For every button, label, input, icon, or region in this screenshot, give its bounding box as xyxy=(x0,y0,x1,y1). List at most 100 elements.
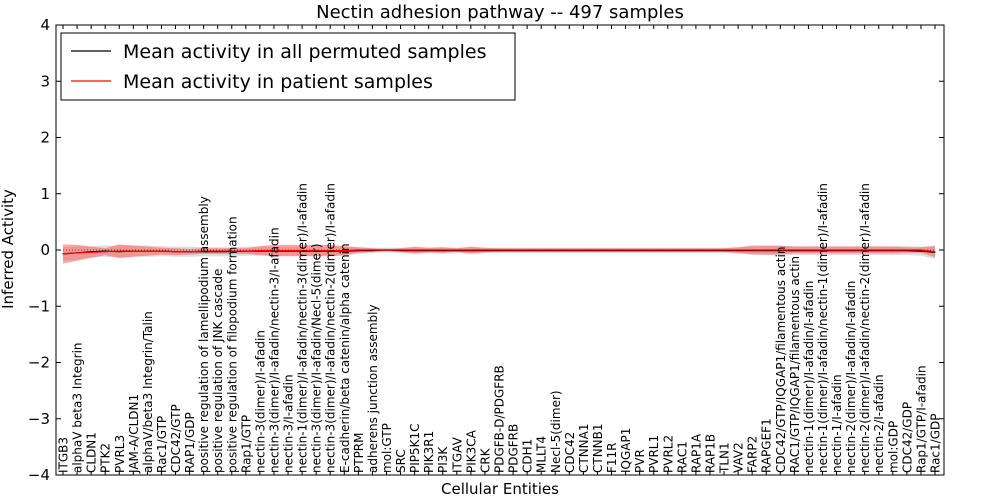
series-2-point xyxy=(625,249,627,251)
x-tick-label: nectin-3(dimer)/I-afadin/Necl-5(dimer) xyxy=(310,243,324,473)
x-tick-label: alphaV/beta3 Integrin/Talin xyxy=(141,311,155,473)
series-2-point xyxy=(287,250,289,252)
series-2-point xyxy=(681,249,683,251)
x-tick-label: E-cadherin/beta catenin/alpha catenin xyxy=(338,243,352,473)
x-tick-label: RAC1 xyxy=(675,441,689,473)
series-2-point xyxy=(667,249,669,251)
x-tick-label: JAM-A/CLDN1 xyxy=(127,394,141,474)
series-2-point xyxy=(385,249,388,251)
legend-label-2: Mean activity in patient samples xyxy=(123,71,433,93)
series-2-point xyxy=(484,249,486,251)
x-tick-label: ITGB3 xyxy=(57,437,71,473)
x-tick-label: Rap1/GTP xyxy=(239,415,253,473)
x-tick-label: Rac1/GTP xyxy=(155,416,169,473)
series-2-point xyxy=(273,250,275,252)
x-tick-label: nectin-1(dimer)/I-afadin/nectin-1(dimer)… xyxy=(816,183,830,473)
series-2-band xyxy=(63,244,935,264)
series-2-point xyxy=(203,250,205,252)
series-2-point xyxy=(653,249,655,251)
series-2-point xyxy=(920,249,922,251)
series-2-point xyxy=(146,250,148,252)
series-2-point xyxy=(526,249,528,251)
series-2-point xyxy=(751,249,753,251)
x-tick-label: PI3K xyxy=(436,446,450,473)
x-tick-label: CDC42/GTP/IQGAP1/filamentous actin xyxy=(774,247,788,473)
series-2-point xyxy=(512,249,514,251)
x-tick-label: RAP1B xyxy=(704,434,718,473)
series-2-point xyxy=(329,250,331,252)
series-2-point xyxy=(174,251,177,253)
series-2-point xyxy=(639,249,641,251)
series-2-point xyxy=(723,249,725,251)
series-2-point xyxy=(878,249,880,251)
x-tick-label: ITGAV xyxy=(450,436,464,473)
series-2-point xyxy=(245,250,247,252)
x-tick-label: PIK3CA xyxy=(464,429,478,473)
x-tick-label: Necl-5(dimer) xyxy=(549,390,563,473)
x-tick-label: PIP5K1C xyxy=(408,423,422,473)
series-2-point xyxy=(540,249,542,251)
series-2-point xyxy=(132,250,134,252)
series-2-point xyxy=(301,250,303,252)
legend-box xyxy=(60,32,516,101)
series-2-point xyxy=(90,251,92,253)
y-tick-label: 3 xyxy=(40,72,50,90)
x-tick-label: SRC xyxy=(394,449,408,473)
series-2-point xyxy=(442,249,444,251)
x-tick-label: positive regulation of filopodium format… xyxy=(225,216,239,473)
x-tick-label: nectin-2(dimer)/I-afadin/I-afadin xyxy=(844,281,858,473)
series-1-point xyxy=(920,250,922,252)
series-2-point xyxy=(864,249,866,251)
y-tick-label: −1 xyxy=(28,297,50,315)
series-2-point xyxy=(906,249,908,251)
x-tick-label: alphaV beta3 Integrin xyxy=(71,342,85,473)
series-2-point xyxy=(160,250,163,252)
x-tick-label: TLN1 xyxy=(718,442,732,474)
series-2-point xyxy=(737,249,739,251)
x-tick-label: adherens junction assembly xyxy=(366,304,380,473)
x-tick-label: mol:GTP xyxy=(380,423,394,473)
x-tick-label: nectin-3/I-afadin xyxy=(282,374,296,473)
x-tick-label: IQGAP1 xyxy=(619,428,633,473)
series-2-point xyxy=(934,251,936,253)
series-2-point xyxy=(582,249,585,251)
x-tick-label: CDH1 xyxy=(521,439,535,473)
x-axis-label: Cellular Entities xyxy=(441,480,559,498)
series-2-point xyxy=(793,249,796,251)
series-2-point xyxy=(892,249,894,251)
x-tick-label: PDGFRB xyxy=(507,424,521,473)
series-2-point xyxy=(414,249,416,251)
x-tick-label: FARP2 xyxy=(746,436,760,473)
x-tick-label: Rac1/GDP xyxy=(929,414,943,473)
x-tick-label: nectin-3(dimer)/I-afadin/nectin-3/I-afad… xyxy=(268,227,282,473)
y-tick-label: 4 xyxy=(40,16,50,34)
legend-label-1: Mean activity in all permuted samples xyxy=(123,41,486,63)
y-tick-label: 1 xyxy=(40,185,50,203)
x-tick-label: PVRL3 xyxy=(113,435,127,473)
series-2-point xyxy=(62,253,64,255)
series-2-point xyxy=(428,249,430,251)
series-2-point xyxy=(343,250,345,252)
x-tick-label: PIK3R1 xyxy=(422,431,436,473)
x-tick-label: PDGFB-D/PDGFRB xyxy=(493,365,507,473)
series-2-point xyxy=(470,249,472,251)
series-2-point xyxy=(456,249,458,251)
series-2-point xyxy=(357,249,359,251)
series-2-point xyxy=(765,249,767,251)
series-2-point xyxy=(554,249,556,251)
x-tick-label: nectin-1/I-afadin xyxy=(830,374,844,473)
series-2-point xyxy=(610,249,613,251)
series-2-point xyxy=(189,251,191,253)
y-tick-label: −2 xyxy=(28,354,50,372)
y-tick-label: 0 xyxy=(40,241,50,259)
series-2-point xyxy=(807,249,810,251)
x-tick-label: PVRL2 xyxy=(661,435,675,473)
y-tick-label: −4 xyxy=(28,466,50,484)
x-tick-label: CTNNA1 xyxy=(577,423,591,473)
series-2-point xyxy=(76,252,78,254)
x-tick-label: CDC42 xyxy=(563,432,577,473)
x-tick-label: nectin-1(dimer)/I-afadin/nectin-3(dimer)… xyxy=(296,183,310,473)
series-2-point xyxy=(850,249,852,251)
